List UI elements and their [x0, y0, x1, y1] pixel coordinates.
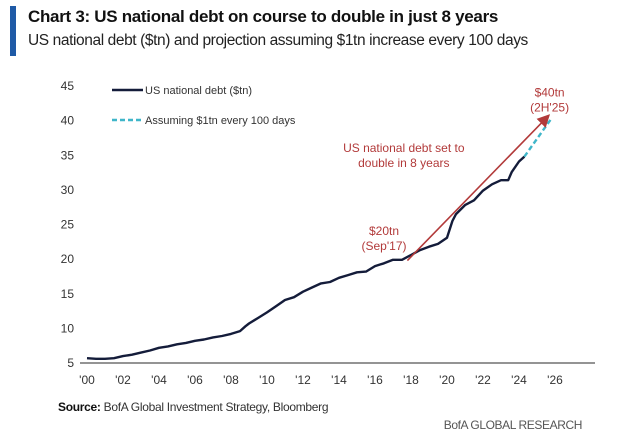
legend-label-debt: US national debt ($tn) — [145, 85, 252, 97]
x-tick-label: '08 — [223, 373, 239, 387]
y-tick-label: 15 — [61, 287, 75, 301]
y-tick-label: 45 — [61, 79, 75, 93]
x-tick-label: '10 — [259, 373, 275, 387]
y-tick-label: 40 — [61, 114, 75, 128]
source-note: Source: BofA Global Investment Strategy,… — [58, 400, 329, 414]
x-axis-ticks: '00 '02 '04 '06 '08 '10 '12 '14 '16 '18 '20 '22 '24 '… — [79, 373, 563, 387]
x-tick-label: '12 — [295, 373, 311, 387]
x-tick-label: '00 — [79, 373, 95, 387]
annotation-label: $40tn — [535, 85, 565, 99]
x-tick-label: '24 — [511, 373, 527, 387]
x-tick-label: '02 — [115, 373, 131, 387]
source-text: BofA Global Investment Strategy, Bloombe… — [100, 400, 329, 414]
y-tick-label: 20 — [61, 252, 75, 266]
debt-series-line — [86, 155, 526, 360]
y-tick-label: 10 — [61, 321, 75, 335]
x-tick-label: '26 — [547, 373, 563, 387]
brand-label: BofA GLOBAL RESEARCH — [443, 418, 583, 432]
annotation-label: (Sep'17) — [362, 239, 407, 253]
title-accent-bar — [10, 6, 16, 56]
x-tick-label: '22 — [475, 373, 491, 387]
x-tick-label: '06 — [187, 373, 203, 387]
x-tick-label: '14 — [331, 373, 347, 387]
legend-label-projection: Assuming $1tn every 100 days — [145, 115, 296, 127]
annotations: $20tn(Sep'17) US national debt set todoub… — [343, 85, 569, 262]
annotation-label: double in 8 years — [358, 156, 449, 170]
chart-subtitle: US national debt ($tn) and projection as… — [28, 32, 528, 49]
x-tick-label: '16 — [367, 373, 383, 387]
source-label: Source: — [58, 400, 101, 414]
chart-title: Chart 3: US national debt on course to d… — [28, 7, 499, 26]
annotation-label: US national debt set to — [343, 141, 465, 155]
x-tick-label: '20 — [439, 373, 455, 387]
y-tick-label: 5 — [67, 356, 74, 370]
y-tick-label: 25 — [61, 218, 75, 232]
projection-series-line — [523, 117, 553, 158]
series-group — [86, 117, 553, 360]
annotation-label: $20tn — [369, 224, 399, 238]
annotation-label: (2H'25) — [530, 100, 569, 114]
y-tick-label: 35 — [61, 148, 75, 162]
x-tick-label: '18 — [403, 373, 419, 387]
x-tick-label: '04 — [151, 373, 167, 387]
y-axis-ticks: 5 10 15 20 25 30 35 40 45 — [61, 79, 75, 370]
y-tick-label: 30 — [61, 183, 75, 197]
doubling-arrow — [406, 114, 551, 262]
legend: US national debt ($tn) Assuming $1tn eve… — [112, 85, 296, 127]
